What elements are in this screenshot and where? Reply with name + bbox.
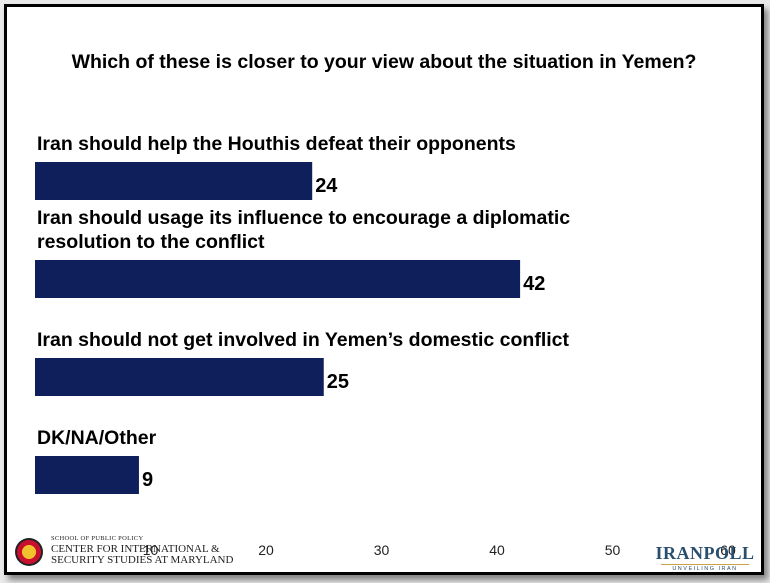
value-label-4: 9 (142, 469, 153, 491)
chart-title: Which of these is closer to your view ab… (71, 51, 697, 73)
iranpoll-tagline: UNVEILING IRAN (661, 564, 749, 572)
university-seal-icon (15, 538, 43, 566)
slide-frame: Which of these is closer to your view ab… (4, 4, 764, 575)
x-tick-60: 60 (720, 542, 736, 558)
bar-chart: Iran should help the Houthis defeat thei… (35, 133, 736, 558)
x-tick-30: 30 (374, 542, 390, 558)
value-label-2: 42 (523, 273, 545, 295)
bars-layer (35, 162, 521, 494)
x-tick-50: 50 (605, 542, 621, 558)
iranpoll-logo: IRANPOLL UNVEILING IRAN (655, 543, 755, 573)
x-tick-40: 40 (489, 542, 505, 558)
category-labels: Iran should help the Houthis defeat thei… (37, 133, 570, 449)
x-tick-10: 10 (143, 542, 159, 558)
x-tick-20: 20 (258, 542, 274, 558)
bar-1 (35, 162, 313, 200)
value-label-1: 24 (315, 175, 338, 197)
logo-center-text: CENTER FOR INTERNATIONAL & SECURITY STUD… (51, 543, 234, 566)
x-axis-ticks: 10 20 30 40 50 60 (143, 542, 736, 558)
bar-2 (35, 260, 521, 298)
bar-3 (35, 358, 324, 396)
cissm-logo: SCHOOL OF PUBLIC POLICY CENTER FOR INTER… (15, 535, 245, 571)
category-label-1: Iran should help the Houthis defeat thei… (37, 133, 516, 155)
category-label-2: Iran should usage its influence to encou… (37, 207, 570, 253)
value-label-3: 25 (327, 371, 349, 393)
category-label-4: DK/NA/Other (37, 427, 157, 449)
value-labels: 24 42 25 9 (142, 175, 545, 491)
bar-4 (35, 456, 139, 494)
logo-school-text: SCHOOL OF PUBLIC POLICY (51, 535, 144, 542)
category-label-3: Iran should not get involved in Yemen’s … (37, 329, 570, 351)
iranpoll-brand: IRANPOLL (655, 543, 755, 563)
